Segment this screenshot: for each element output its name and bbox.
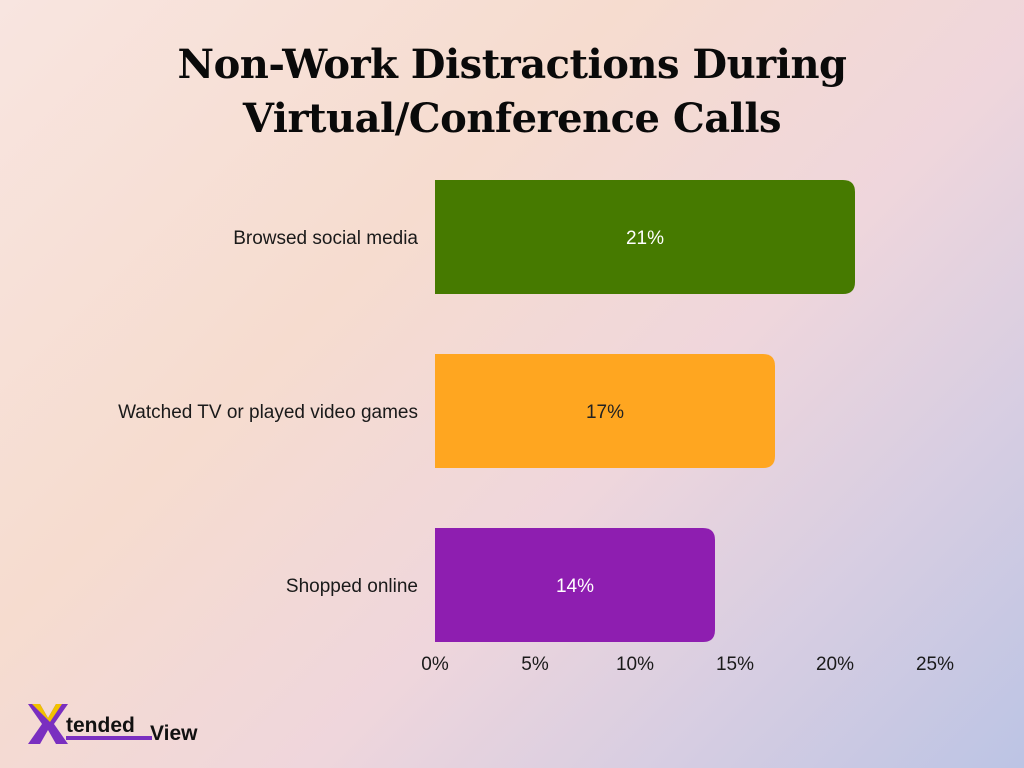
chart-title: Non-Work Distractions During Virtual/Con… — [0, 38, 1024, 146]
bar-3 — [435, 528, 715, 642]
bar-chart: Browsed social media 21% Watched TV or pla… — [118, 180, 954, 675]
data-label-3: 14% — [556, 576, 594, 597]
bar-2 — [435, 354, 775, 468]
category-label-1: Browsed social media — [233, 228, 418, 249]
category-label-3: Shopped online — [286, 576, 418, 597]
x-tick-label-15: 15% — [716, 654, 754, 675]
x-tick-label-0: 0% — [421, 654, 449, 675]
x-tick-label-5: 5% — [521, 654, 549, 675]
xtendedview-logo: tended View — [28, 704, 198, 745]
x-tick-label-20: 20% — [816, 654, 854, 675]
logo-text-part2: View — [150, 722, 198, 745]
x-tick-label-25: 25% — [916, 654, 954, 675]
bar-1 — [435, 180, 855, 294]
x-tick-label-10: 10% — [616, 654, 654, 675]
category-label-2: Watched TV or played video games — [118, 402, 418, 423]
logo-text-part1: tended — [66, 714, 135, 737]
data-label-1: 21% — [626, 228, 664, 249]
chart-title-line-1: Non-Work Distractions During — [177, 41, 848, 88]
chart-title-line-2: Virtual/Conference Calls — [242, 95, 782, 142]
data-label-2: 17% — [586, 402, 624, 423]
